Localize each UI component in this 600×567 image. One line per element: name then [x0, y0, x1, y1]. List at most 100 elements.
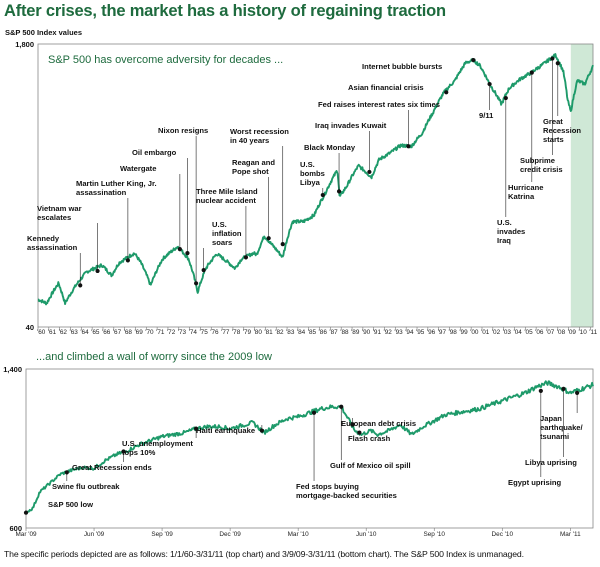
annotation: Subprime credit crisis: [520, 56, 563, 174]
y-tick-label: 600: [9, 524, 22, 533]
annotation-label: U.S. inflation soars: [212, 220, 242, 247]
x-tick-label: '92: [384, 329, 393, 336]
chart-subtitle: ...and climbed a wall of worry since the…: [36, 351, 272, 363]
x-tick-label: '80: [254, 329, 263, 336]
annotation-label: Hurricane Katrina: [508, 183, 543, 201]
annotation-label: Haiti earthquake: [196, 426, 255, 435]
annotation: Black Monday: [304, 143, 356, 194]
annotation-label: Great Recession starts: [543, 117, 581, 144]
x-tick-label: '78: [232, 329, 241, 336]
annotation-label: Great Recession ends: [72, 463, 152, 472]
marker-dot: [487, 81, 492, 87]
x-tick-label: '81: [264, 329, 273, 336]
marker-dot: [78, 283, 83, 288]
annotation: Iraq invades Kuwait: [315, 121, 387, 175]
x-tick-label: '97: [438, 329, 447, 336]
annotation: Libya uprising: [525, 386, 577, 467]
x-tick-label: '77: [221, 329, 230, 336]
x-tick-label: '86: [319, 329, 328, 336]
x-tick-label: '04: [513, 329, 522, 336]
marker-dot: [177, 247, 182, 252]
annotation-label: U.S. unemployment tops 10%: [122, 439, 193, 457]
annotation: Reagan and Pope shot: [232, 158, 275, 241]
annotation-label: Black Monday: [304, 143, 356, 152]
annotation: Vietnam war escalates: [37, 204, 100, 274]
x-tick-label: '83: [286, 329, 295, 336]
chart-1: 1,800 40'60'61'62'63'64'65'66'67'68'69'70…: [15, 40, 597, 336]
annotation: Internet bubble bursts: [362, 57, 476, 71]
annotation: Kennedy assassination: [27, 234, 83, 288]
marker-dot: [194, 426, 199, 431]
x-tick-label: '89: [351, 329, 360, 336]
x-tick-label: '01: [481, 329, 490, 336]
marker-dot: [561, 386, 566, 391]
annotation: Haiti earthquake: [196, 425, 264, 435]
annotation-label: Martin Luther King, Jr. assassination: [76, 179, 157, 197]
x-tick-label: '85: [308, 329, 317, 336]
x-tick-label: '94: [405, 329, 414, 336]
marker-dot: [538, 388, 543, 393]
x-tick-label: '63: [69, 329, 78, 336]
marker-dot: [266, 236, 271, 241]
marker-dot: [243, 255, 249, 260]
marker-dot: [259, 428, 264, 433]
annotation: Flash crash: [348, 430, 391, 443]
y-tick-label: 1,800: [15, 40, 34, 49]
annotation: Three Mile Island nuclear accident: [196, 187, 258, 260]
annotation-label: Reagan and Pope shot: [232, 158, 275, 176]
annotation: Martin Luther King, Jr. assassination: [76, 179, 157, 263]
marker-dot: [95, 268, 100, 274]
marker-dot: [23, 510, 29, 515]
marker-dot: [64, 470, 69, 475]
x-tick-label: '65: [91, 329, 100, 336]
x-tick-label: '88: [340, 329, 349, 336]
annotation: Great Recession starts: [543, 61, 581, 144]
page-title: After crises, the market has a history o…: [4, 2, 446, 20]
marker-dot: [201, 267, 206, 273]
annotation-label: Asian financial crisis: [348, 83, 424, 92]
annotation: Gulf of Mexico oil spill: [330, 404, 411, 470]
x-tick-label: '71: [156, 329, 165, 336]
series-line: [25, 380, 594, 515]
annotation: U.S. bombs Libya: [300, 160, 325, 198]
chart-subtitle: S&P 500 has overcome adversity for decad…: [48, 54, 283, 66]
plot-frame: [37, 43, 594, 328]
x-tick-label: '75: [199, 329, 208, 336]
annotation-label: U.S. invades Iraq: [497, 218, 525, 245]
marker-dot: [185, 251, 190, 256]
annotation-label: Nixon resigns: [158, 126, 208, 135]
marker-dot: [121, 449, 126, 454]
annotation-label: S&P 500 low: [48, 500, 93, 509]
annotation-label: Vietnam war escalates: [37, 204, 82, 222]
annotation-label: Fed raises interest rates six times: [318, 100, 440, 109]
annotation-label: Worst recession in 40 years: [230, 127, 289, 145]
annotation: S&P 500 low: [23, 500, 93, 515]
annotation-label: Iraq invades Kuwait: [315, 121, 387, 130]
x-tick-label: '07: [546, 329, 555, 336]
annotation: Hurricane Katrina: [508, 70, 543, 201]
x-tick-label: '95: [416, 329, 425, 336]
x-tick-label: '76: [210, 329, 219, 336]
x-tick-label: '79: [243, 329, 252, 336]
x-tick-label: '64: [80, 329, 89, 336]
x-tick-label: '99: [459, 329, 468, 336]
x-tick-label: '82: [275, 329, 284, 336]
x-tick-label: '11: [589, 329, 597, 336]
x-tick-label: Sep '10: [423, 531, 445, 538]
x-tick-label: '96: [427, 329, 436, 336]
annotation-label: Libya uprising: [525, 458, 577, 467]
series-line: [37, 53, 594, 306]
x-tick-label: '10: [578, 329, 587, 336]
marker-dot: [125, 258, 130, 263]
marker-dot: [503, 95, 508, 101]
annotation: Oil embargo: [132, 148, 190, 256]
annotation: Fed stops buying mortgage-backed securiti…: [296, 410, 397, 500]
marker-dot: [406, 144, 411, 149]
annotation: Swine flu outbreak: [52, 470, 120, 491]
x-tick-label: Mar '10: [288, 531, 310, 538]
annotation: Japan earthquake/tsunami: [540, 390, 584, 441]
annotation-label: Three Mile Island nuclear accident: [196, 187, 258, 205]
x-tick-label: '87: [329, 329, 338, 336]
